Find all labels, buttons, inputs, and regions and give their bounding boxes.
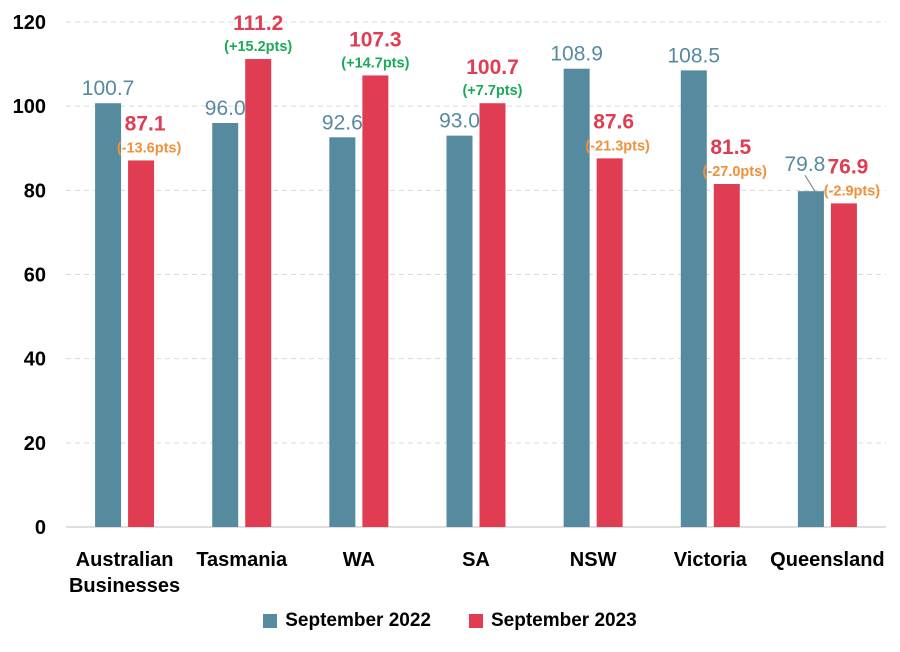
data-label-sept-2023-5: 81.5 [710, 136, 751, 159]
legend-label-sept-2023: September 2023 [491, 610, 637, 631]
data-label-sept-2023-1: 111.2 [233, 12, 283, 35]
bar-sept-2023-5 [713, 184, 740, 528]
legend-item-sept-2022: September 2022 [263, 610, 431, 632]
legend-swatch-sept-2022 [263, 614, 278, 628]
legend-swatch-sept-2023 [469, 614, 483, 628]
leader-line-6 [804, 174, 816, 192]
bar-sept-2022-4 [563, 68, 590, 528]
y-tick-label-60: 60 [24, 265, 46, 287]
data-label-sept-2023-2: 107.3 [349, 28, 402, 51]
y-tick-label-80: 80 [24, 180, 46, 202]
change-label-6: (-2.9pts) [824, 183, 881, 199]
change-label-3: (+7.7pts) [462, 83, 522, 99]
change-label-2: (+14.7pts) [341, 55, 409, 71]
bar-sept-2022-0 [95, 103, 122, 528]
data-label-sept-2022-1: 96.0 [205, 97, 246, 120]
legend-item-sept-2023: September 2023 [469, 610, 637, 632]
bar-sept-2022-2 [329, 137, 356, 527]
change-label-0: (-13.6pts) [117, 140, 182, 156]
data-label-sept-2022-4: 108.9 [550, 43, 603, 66]
x-tick-label-3-0: SA [462, 549, 490, 571]
data-label-sept-2022-3: 93.0 [439, 110, 480, 133]
chart-legend: September 2022 September 2023 [0, 610, 900, 632]
x-tick-label-0-0: Australian [76, 549, 174, 571]
y-tick-label-20: 20 [24, 433, 46, 455]
change-label-5: (-27.0pts) [703, 164, 768, 180]
y-tick-label-40: 40 [24, 349, 46, 371]
change-label-1: (+15.2pts) [224, 39, 292, 55]
data-label-sept-2023-0: 87.1 [125, 112, 166, 135]
bar-sept-2023-0 [128, 160, 155, 527]
bar-sept-2023-6 [830, 203, 857, 528]
bar-sept-2022-1 [212, 123, 239, 527]
x-tick-label-0-1: Businesses [69, 575, 180, 597]
y-tick-label-100: 100 [13, 96, 46, 118]
y-tick-label-0: 0 [35, 517, 46, 539]
bar-sept-2023-1 [245, 59, 272, 528]
data-label-sept-2023-4: 87.6 [593, 110, 634, 133]
data-label-sept-2022-0: 100.7 [82, 77, 135, 100]
legend-label-sept-2022: September 2022 [285, 610, 431, 631]
x-tick-label-2-0: WA [343, 549, 375, 571]
change-label-4: (-21.3pts) [585, 138, 650, 154]
bar-sept-2023-3 [479, 103, 506, 528]
bar-sept-2022-5 [680, 70, 707, 527]
x-tick-label-4-0: NSW [570, 549, 617, 571]
y-tick-label-120: 120 [13, 12, 46, 34]
bar-sept-2022-6 [797, 191, 824, 528]
x-tick-label-6-0: Queensland [770, 549, 884, 571]
data-label-sept-2023-6: 76.9 [827, 155, 868, 178]
bar-sept-2022-3 [446, 135, 473, 527]
bar-sept-2023-4 [596, 158, 623, 527]
data-label-sept-2022-6: 79.8 [784, 153, 825, 176]
x-tick-label-1-0: Tasmania [196, 549, 288, 571]
bar-sept-2023-2 [362, 75, 389, 527]
data-label-sept-2022-5: 108.5 [668, 44, 721, 67]
data-label-sept-2022-2: 92.6 [322, 111, 363, 134]
bar-chart: 0 20 40 60 80 100 120 100.7 87.1 (-13.6pts) Austra… [13, 12, 886, 597]
data-label-sept-2023-3: 100.7 [466, 56, 519, 79]
x-tick-label-5-0: Victoria [674, 549, 748, 571]
